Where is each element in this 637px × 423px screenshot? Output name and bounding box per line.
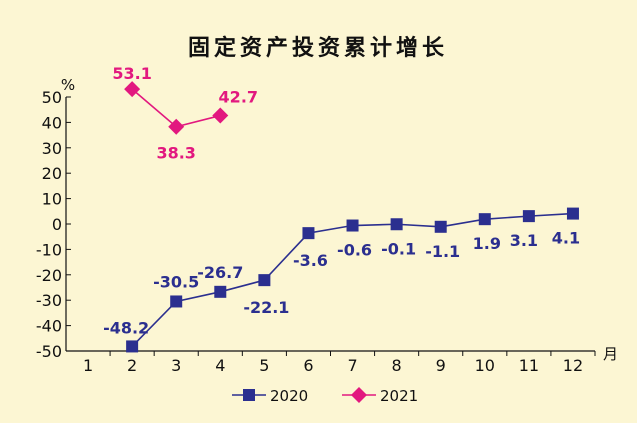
data-label-2020: -1.1 — [425, 242, 460, 261]
data-label-2020: -0.6 — [337, 241, 372, 260]
y-tick-label: 0 — [52, 215, 62, 234]
data-label-2020: -30.5 — [153, 272, 199, 291]
data-point-2020 — [214, 285, 227, 298]
data-label-2020: 3.1 — [510, 231, 538, 250]
legend: 2020 2021 — [232, 387, 418, 405]
y-tick-label: 50 — [42, 88, 62, 107]
data-point-2021 — [124, 81, 141, 98]
data-point-2020 — [434, 220, 447, 233]
data-point-2020 — [126, 340, 139, 353]
y-tick-label: 10 — [42, 190, 62, 209]
data-label-2020: 4.1 — [552, 229, 580, 248]
y-tick-label: -10 — [36, 240, 62, 259]
legend-marker-2020 — [243, 389, 255, 401]
y-tick-label: -40 — [36, 317, 62, 336]
legend-label-2020: 2020 — [270, 387, 308, 405]
x-tick-label: 7 — [347, 356, 357, 375]
x-tick-label: 6 — [303, 356, 313, 375]
data-point-2020 — [170, 295, 183, 308]
x-tick-label: 5 — [259, 356, 269, 375]
data-point-2020 — [566, 207, 579, 220]
data-point-2020 — [390, 218, 403, 231]
y-tick-label: -30 — [36, 291, 62, 310]
data-point-2020 — [302, 227, 315, 240]
series-lines — [131, 88, 574, 347]
x-tick-label: 1 — [83, 356, 93, 375]
data-label-2020: -22.1 — [243, 298, 289, 317]
data-point-2021 — [212, 107, 229, 124]
y-axis-unit: % — [61, 76, 75, 94]
x-tick-label: 4 — [215, 356, 225, 375]
y-tick-label: 30 — [42, 139, 62, 158]
data-label-2020: -3.6 — [293, 251, 328, 270]
data-label-2021: 38.3 — [156, 144, 195, 163]
x-tick-label: 10 — [475, 356, 495, 375]
data-label-2021: 42.7 — [219, 88, 258, 107]
data-point-2020 — [522, 210, 535, 223]
y-tick-label: 40 — [42, 113, 62, 132]
x-axis-unit: 月 — [603, 345, 618, 363]
series-markers — [124, 81, 579, 353]
x-tick-label: 11 — [519, 356, 539, 375]
data-label-2020: -48.2 — [103, 318, 149, 337]
y-tick-label: 20 — [42, 164, 62, 183]
data-label-2021: 53.1 — [112, 64, 151, 83]
data-point-2020 — [258, 274, 271, 287]
data-label-2020: -26.7 — [197, 263, 243, 282]
x-tick-label: 2 — [127, 356, 137, 375]
chart-title: 固定资产投资累计增长 — [188, 35, 448, 61]
data-point-2020 — [346, 219, 359, 232]
data-label-2020: 1.9 — [473, 234, 501, 253]
legend-marker-2021 — [351, 387, 367, 403]
legend-label-2021: 2021 — [380, 387, 418, 405]
x-tick-label: 3 — [171, 356, 181, 375]
x-tick-label: 12 — [563, 356, 583, 375]
x-tick-label: 8 — [392, 356, 402, 375]
y-tick-label: -20 — [36, 266, 62, 285]
y-tick-label: -50 — [36, 342, 62, 361]
data-label-2020: -0.1 — [381, 239, 416, 258]
data-labels: -48.2 -30.5-26.7-22.1 -3.6 -0.6 -0.1 -1.1 1.9 3… — [103, 64, 580, 337]
data-point-2021 — [168, 118, 185, 135]
data-point-2020 — [478, 213, 491, 226]
x-tick-label: 9 — [436, 356, 446, 375]
